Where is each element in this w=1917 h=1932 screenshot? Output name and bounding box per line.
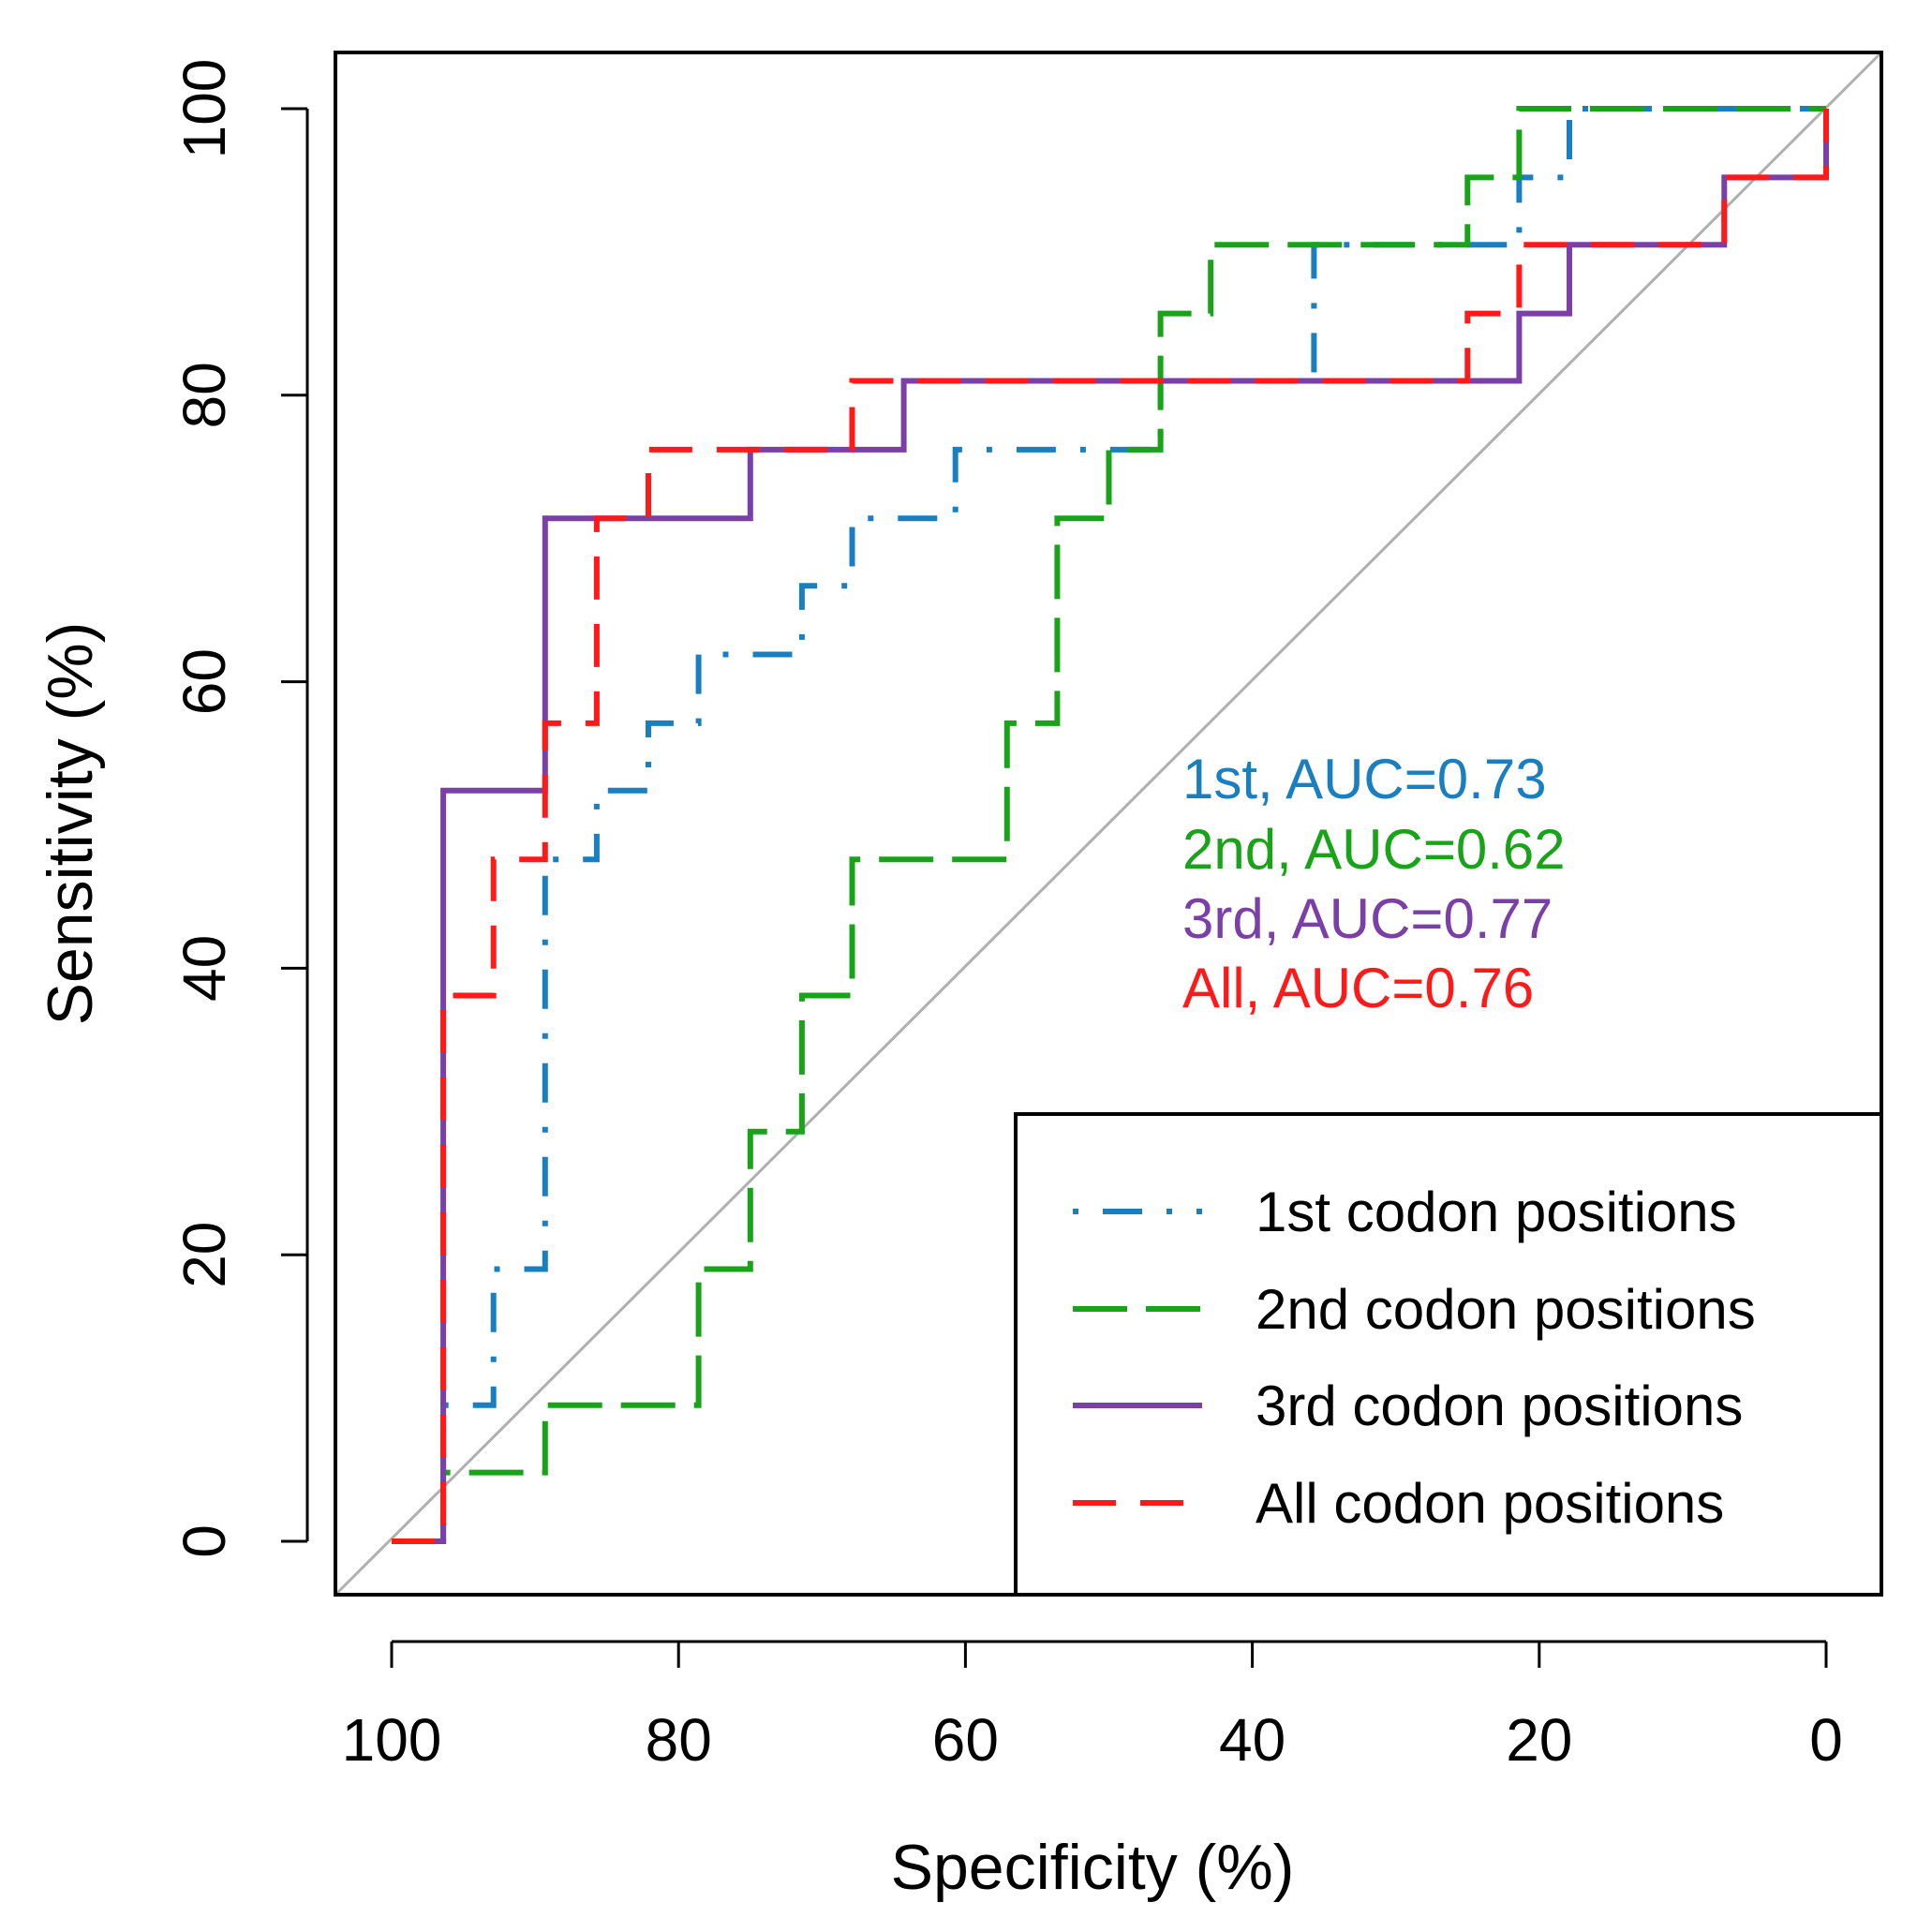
legend: 1st codon positions 2nd codon positions 3r…	[1014, 1112, 1883, 1597]
series-layer	[392, 106, 1829, 1544]
x-tick-label: 60	[932, 1706, 999, 1774]
legend-label-2nd: 2nd codon positions	[1256, 1278, 1756, 1341]
y-tick-label: 60	[171, 648, 238, 715]
x-tick-label: 20	[1506, 1706, 1572, 1774]
auc-label-2nd: 2nd, AUC=0.62	[1182, 818, 1566, 881]
x-tick-label: 40	[1219, 1706, 1285, 1774]
y-tick-label: 40	[171, 935, 238, 1002]
x-tick-label: 100	[342, 1706, 442, 1774]
legend-label-3rd: 3rd codon positions	[1256, 1375, 1743, 1437]
y-tick-label: 0	[171, 1524, 238, 1558]
y-axis-title: Sensitivity (%)	[35, 622, 106, 1026]
x-tick-label: 80	[646, 1706, 712, 1774]
y-tick-label: 20	[171, 1222, 238, 1288]
y-tick-label: 100	[171, 59, 238, 159]
x-tick-label: 0	[1809, 1706, 1843, 1774]
legend-label-all: All codon positions	[1256, 1472, 1724, 1535]
legend-box	[1014, 1112, 1883, 1597]
auc-label-1st: 1st, AUC=0.73	[1182, 748, 1547, 810]
x-axis-title: Specificity (%)	[891, 1832, 1295, 1903]
y-tick-label: 80	[171, 362, 238, 428]
axes-layer: 100 80 60 40 20 0 0 20 40 60 80 100	[171, 59, 1843, 1774]
chance-diagonal-line	[334, 51, 1883, 1597]
auc-label-all: All, AUC=0.76	[1182, 957, 1534, 1019]
series-line-2nd	[392, 106, 1826, 1544]
series-line-all	[392, 109, 1829, 1544]
legend-items: 1st codon positions 2nd codon positions 3r…	[1073, 1181, 1756, 1535]
reference-diagonal-layer	[334, 51, 1883, 1597]
auc-label-3rd: 3rd, AUC=0.77	[1182, 887, 1553, 950]
legend-label-1st: 1st codon positions	[1256, 1181, 1737, 1243]
